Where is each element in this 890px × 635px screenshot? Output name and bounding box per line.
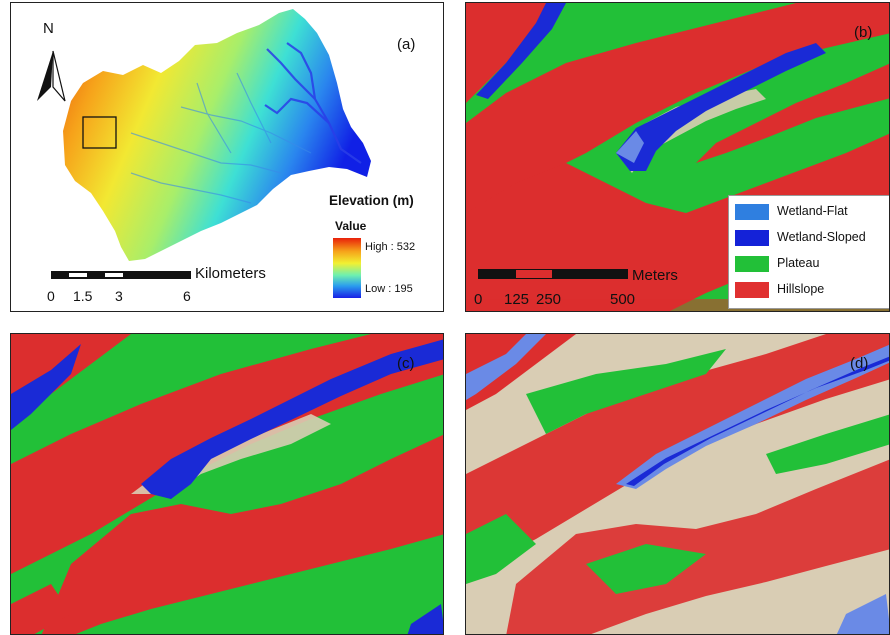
low-label: Low : 195	[365, 283, 413, 295]
scale-unit-meters: Meters	[632, 267, 678, 284]
classification-map-c	[11, 334, 443, 634]
scale-unit-km: Kilometers	[195, 265, 266, 282]
scale-tick: 500	[610, 291, 636, 308]
elevation-legend-title: Elevation (m)	[329, 193, 414, 208]
legend-swatch	[735, 230, 769, 246]
scale-tick: 1.5	[73, 288, 93, 304]
scale-bar-meters	[478, 269, 628, 279]
north-arrow-right	[52, 50, 66, 102]
legend-label: Wetland-Flat	[777, 204, 848, 218]
scale-tick: 125	[504, 291, 530, 308]
panel-a-label: (a)	[397, 36, 416, 53]
panel-b-label: (b)	[854, 24, 873, 41]
panel-d-label: (d)	[850, 355, 869, 372]
watershed-dem	[63, 9, 371, 261]
legend-item: Hillslope	[735, 279, 889, 301]
legend-swatch	[735, 282, 769, 298]
scale-tick: 0	[474, 291, 483, 308]
scale-tick: 6	[183, 288, 191, 304]
legend-swatch	[735, 204, 769, 220]
landform-legend: Wetland-Flat Wetland-Sloped Plateau Hill…	[728, 195, 889, 309]
legend-label: Hillslope	[777, 282, 825, 296]
legend-item: Plateau	[735, 253, 889, 275]
north-arrow-left	[37, 51, 53, 101]
legend-label: Wetland-Sloped	[777, 230, 866, 244]
value-label: Value	[335, 219, 367, 233]
legend-item: Wetland-Flat	[735, 201, 889, 223]
scale-tick: 250	[536, 291, 562, 308]
study-area-box	[82, 116, 117, 149]
elevation-color-ramp	[333, 238, 361, 298]
panel-c-label: (c)	[397, 355, 415, 372]
legend-swatch	[735, 256, 769, 272]
legend-label: Plateau	[777, 256, 820, 270]
legend-item: Wetland-Sloped	[735, 227, 889, 249]
scale-tick: 0	[47, 288, 55, 304]
panel-b-classification-map: (b) Meters 0 125 250 500 Wetland-Flat We…	[465, 2, 890, 312]
panel-d-classification-map: (d)	[465, 333, 890, 635]
panel-c-classification-map: (c)	[10, 333, 444, 635]
classification-map-d	[466, 334, 889, 634]
panel-a-elevation-map: (a) N Elevation (m) Value High : 532 Low…	[10, 2, 444, 312]
north-label: N	[43, 20, 54, 37]
elevation-map-svg	[37, 9, 371, 298]
scale-tick: 3	[115, 288, 123, 304]
high-label: High : 532	[365, 241, 416, 253]
